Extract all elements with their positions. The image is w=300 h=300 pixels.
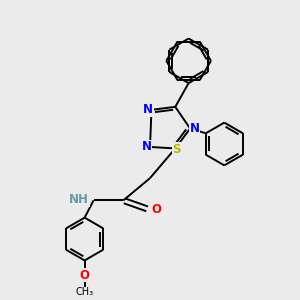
Text: CH₃: CH₃ — [76, 287, 94, 297]
Text: N: N — [141, 140, 152, 154]
Text: NH: NH — [69, 193, 89, 206]
Text: O: O — [80, 269, 90, 282]
Text: S: S — [172, 142, 181, 155]
Text: N: N — [190, 122, 200, 135]
Text: O: O — [152, 203, 161, 216]
Text: N: N — [143, 103, 153, 116]
